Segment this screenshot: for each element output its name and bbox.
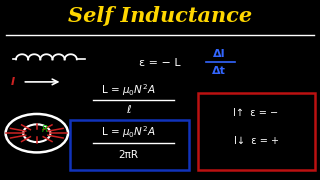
Text: Self Inductance: Self Inductance	[68, 6, 252, 26]
Text: I: I	[11, 77, 15, 87]
Text: L = $\mu_0 N^2 A$: L = $\mu_0 N^2 A$	[101, 82, 155, 98]
Text: ℓ: ℓ	[126, 105, 130, 115]
Text: 2πR: 2πR	[118, 150, 138, 160]
Text: ΔI: ΔI	[213, 49, 226, 59]
Text: R: R	[42, 125, 48, 134]
Text: L = $\mu_0 N^2 A$: L = $\mu_0 N^2 A$	[101, 124, 155, 140]
Text: ε = − L: ε = − L	[139, 58, 181, 68]
Text: I↑  ε = −: I↑ ε = −	[233, 107, 279, 118]
Text: Δt: Δt	[212, 66, 226, 76]
Text: I↓  ε = +: I↓ ε = +	[234, 136, 278, 146]
